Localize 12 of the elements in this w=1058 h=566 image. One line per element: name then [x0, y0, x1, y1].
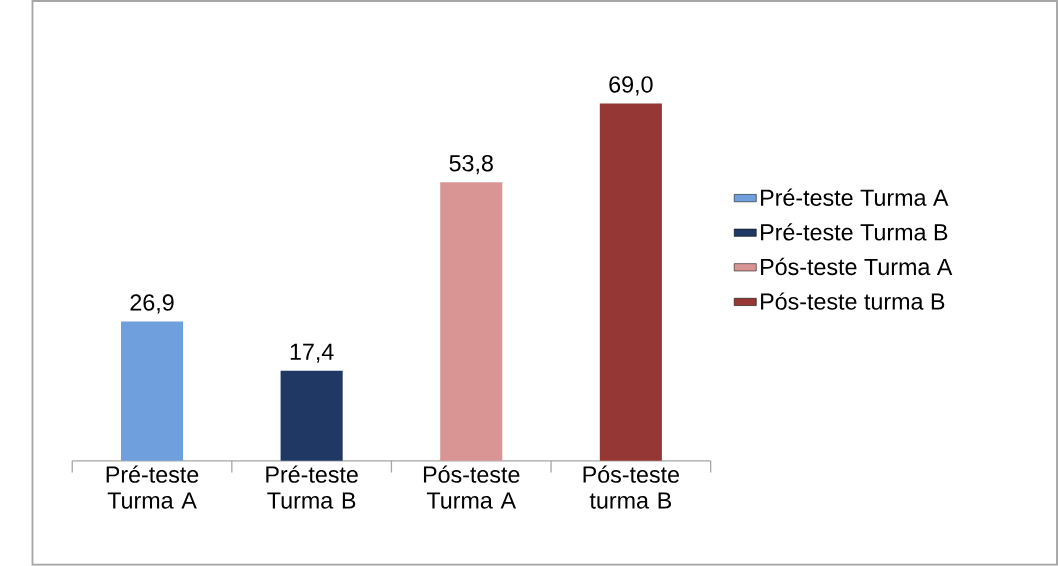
- legend-label: Pré-teste Turma A: [761, 188, 949, 207]
- data-label: 69,0: [609, 76, 653, 96]
- x-tick-label: Pós-teste Turma A: [423, 465, 520, 509]
- x-tick-label: Pós-teste turma B: [583, 465, 679, 509]
- legend-label: Pós-teste turma B: [761, 292, 945, 310]
- data-label: 26,9: [130, 294, 174, 314]
- legend-label: Pós-teste Turma A: [761, 257, 953, 276]
- legend-label: Pré-teste Turma B: [761, 223, 948, 241]
- data-label: 53,8: [449, 155, 493, 175]
- x-tick-label: Pré-teste Turma A: [106, 465, 199, 509]
- x-tick-label: Pré-teste Turma B: [266, 465, 358, 509]
- data-label: 17,4: [290, 343, 334, 363]
